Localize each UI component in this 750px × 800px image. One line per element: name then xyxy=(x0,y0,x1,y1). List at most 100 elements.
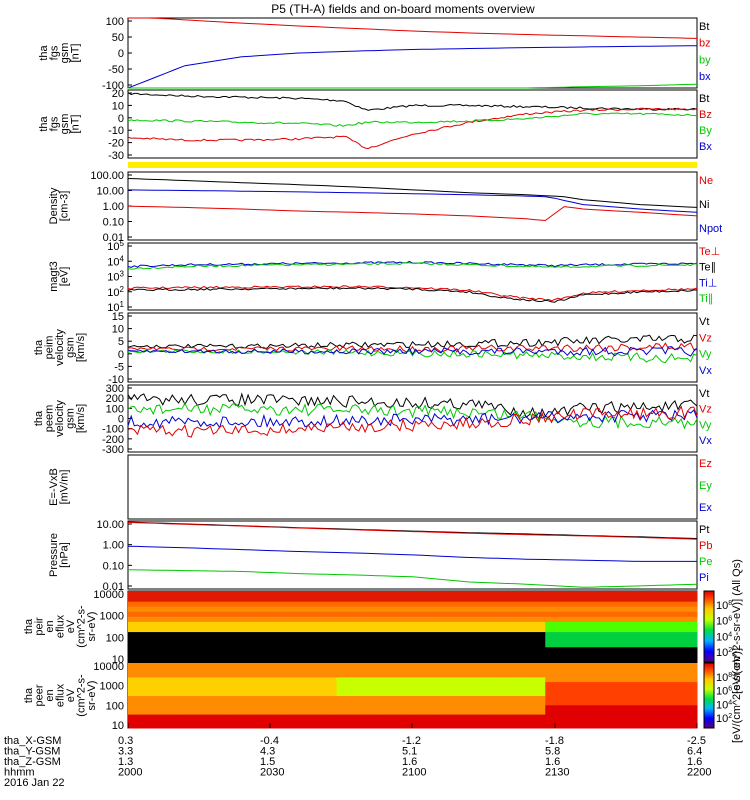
x-row-value: 1.6 xyxy=(545,756,560,768)
heatmap-cell xyxy=(384,695,395,701)
heatmap-cell xyxy=(611,718,622,724)
heatmap-cell xyxy=(583,723,594,729)
heatmap-cell xyxy=(526,714,537,720)
heatmap-cell xyxy=(327,704,338,710)
heatmap-cell xyxy=(459,596,470,602)
heatmap-cell xyxy=(583,663,594,669)
heatmap-cell xyxy=(213,704,224,710)
heatmap-cell xyxy=(573,700,584,706)
heatmap-cell xyxy=(649,718,660,724)
heatmap-cell xyxy=(384,591,395,597)
heatmap-cell xyxy=(317,636,328,643)
heatmap-cell xyxy=(459,700,470,706)
heatmap-cell xyxy=(393,656,404,663)
heatmap-cell xyxy=(678,714,689,720)
heatmap-cell xyxy=(412,626,423,633)
heatmap-cell xyxy=(687,596,698,602)
heatmap-cell xyxy=(611,596,622,602)
heatmap-cell xyxy=(526,704,537,710)
heatmap-cell xyxy=(327,636,338,643)
heatmap-cell xyxy=(421,616,432,622)
heatmap-cell xyxy=(478,690,489,696)
heatmap-cell xyxy=(640,709,651,715)
heatmap-cell xyxy=(374,606,385,612)
y-axis-label: sr-eV) xyxy=(86,612,98,642)
y-tick-label: 0 xyxy=(118,48,124,60)
heatmap-cell xyxy=(611,700,622,706)
heatmap-cell xyxy=(393,718,404,724)
series-line xyxy=(127,409,698,429)
heatmap-cell xyxy=(497,596,508,602)
heatmap-cell xyxy=(165,681,176,687)
heatmap-cell xyxy=(156,663,167,669)
y-tick-label: 100 xyxy=(106,403,124,415)
heatmap-cell xyxy=(251,690,262,696)
heatmap-cell xyxy=(251,709,262,715)
heatmap-cell xyxy=(516,646,527,653)
heatmap-cell xyxy=(412,690,423,696)
heatmap-cell xyxy=(583,690,594,696)
heatmap-cell xyxy=(678,591,689,597)
heatmap-cell xyxy=(270,700,281,706)
heatmap-cell xyxy=(317,631,328,638)
heatmap-cell xyxy=(146,723,157,729)
heatmap-cell xyxy=(260,714,271,720)
y-axis-label: en xyxy=(44,620,56,632)
heatmap-cell xyxy=(583,591,594,597)
heatmap-cell xyxy=(156,621,167,627)
heatmap-cell xyxy=(450,700,461,706)
legend-entry: Bt xyxy=(699,93,709,105)
heatmap-cell xyxy=(478,591,489,597)
heatmap-cell xyxy=(384,596,395,602)
heatmap-cell xyxy=(128,591,138,597)
y-tick-label: 1.00 xyxy=(103,201,124,213)
heatmap-cell xyxy=(298,636,309,643)
heatmap-cell xyxy=(128,695,138,701)
heatmap-cell xyxy=(469,676,480,683)
heatmap-cell xyxy=(374,690,385,696)
heatmap-cell xyxy=(421,591,432,597)
heatmap-cell xyxy=(346,676,357,683)
y-axis-label: velocity xyxy=(54,329,66,366)
y-tick-label: 10 xyxy=(112,324,124,336)
heatmap-cell xyxy=(535,700,546,706)
heatmap-cell xyxy=(336,626,347,633)
heatmap-cell xyxy=(488,676,499,683)
heatmap-cell xyxy=(194,616,205,622)
heatmap-cell xyxy=(412,591,423,597)
heatmap-cell xyxy=(393,667,404,673)
heatmap-cell xyxy=(611,631,622,638)
heatmap-cell xyxy=(497,656,508,663)
heatmap-cell xyxy=(251,641,262,648)
heatmap-cell xyxy=(412,718,423,724)
heatmap-cell xyxy=(516,663,527,669)
heatmap-cell xyxy=(659,601,670,607)
heatmap-cell xyxy=(384,704,395,710)
heatmap-cell xyxy=(128,626,138,633)
heatmap-cell xyxy=(450,641,461,648)
heatmap-cell xyxy=(251,621,262,627)
heatmap-cell xyxy=(365,700,376,706)
heatmap-cell xyxy=(469,596,480,602)
y-tick-label: 10 xyxy=(112,654,124,666)
heatmap-cell xyxy=(535,656,546,663)
heatmap-cell xyxy=(384,631,395,638)
heatmap-cell xyxy=(403,656,413,663)
heatmap-cell xyxy=(630,723,641,729)
heatmap-cell xyxy=(317,626,328,633)
heatmap-cell xyxy=(469,663,480,669)
heatmap-cell xyxy=(232,606,243,612)
heatmap-cell xyxy=(403,704,413,710)
heatmap-cell xyxy=(308,601,319,607)
panel-10: 10000100010010thapeerenefluxeV(cm^2-s-sr… xyxy=(23,648,743,743)
heatmap-cell xyxy=(668,700,679,706)
heatmap-cell xyxy=(573,656,584,663)
heatmap-cell xyxy=(128,700,138,706)
heatmap-cell xyxy=(336,621,347,627)
heatmap-cell xyxy=(374,616,385,622)
heatmap-cell xyxy=(403,601,413,607)
heatmap-cell xyxy=(573,686,584,692)
heatmap-cell xyxy=(431,709,442,715)
heatmap-cell xyxy=(298,651,309,658)
heatmap-cell xyxy=(668,667,679,673)
